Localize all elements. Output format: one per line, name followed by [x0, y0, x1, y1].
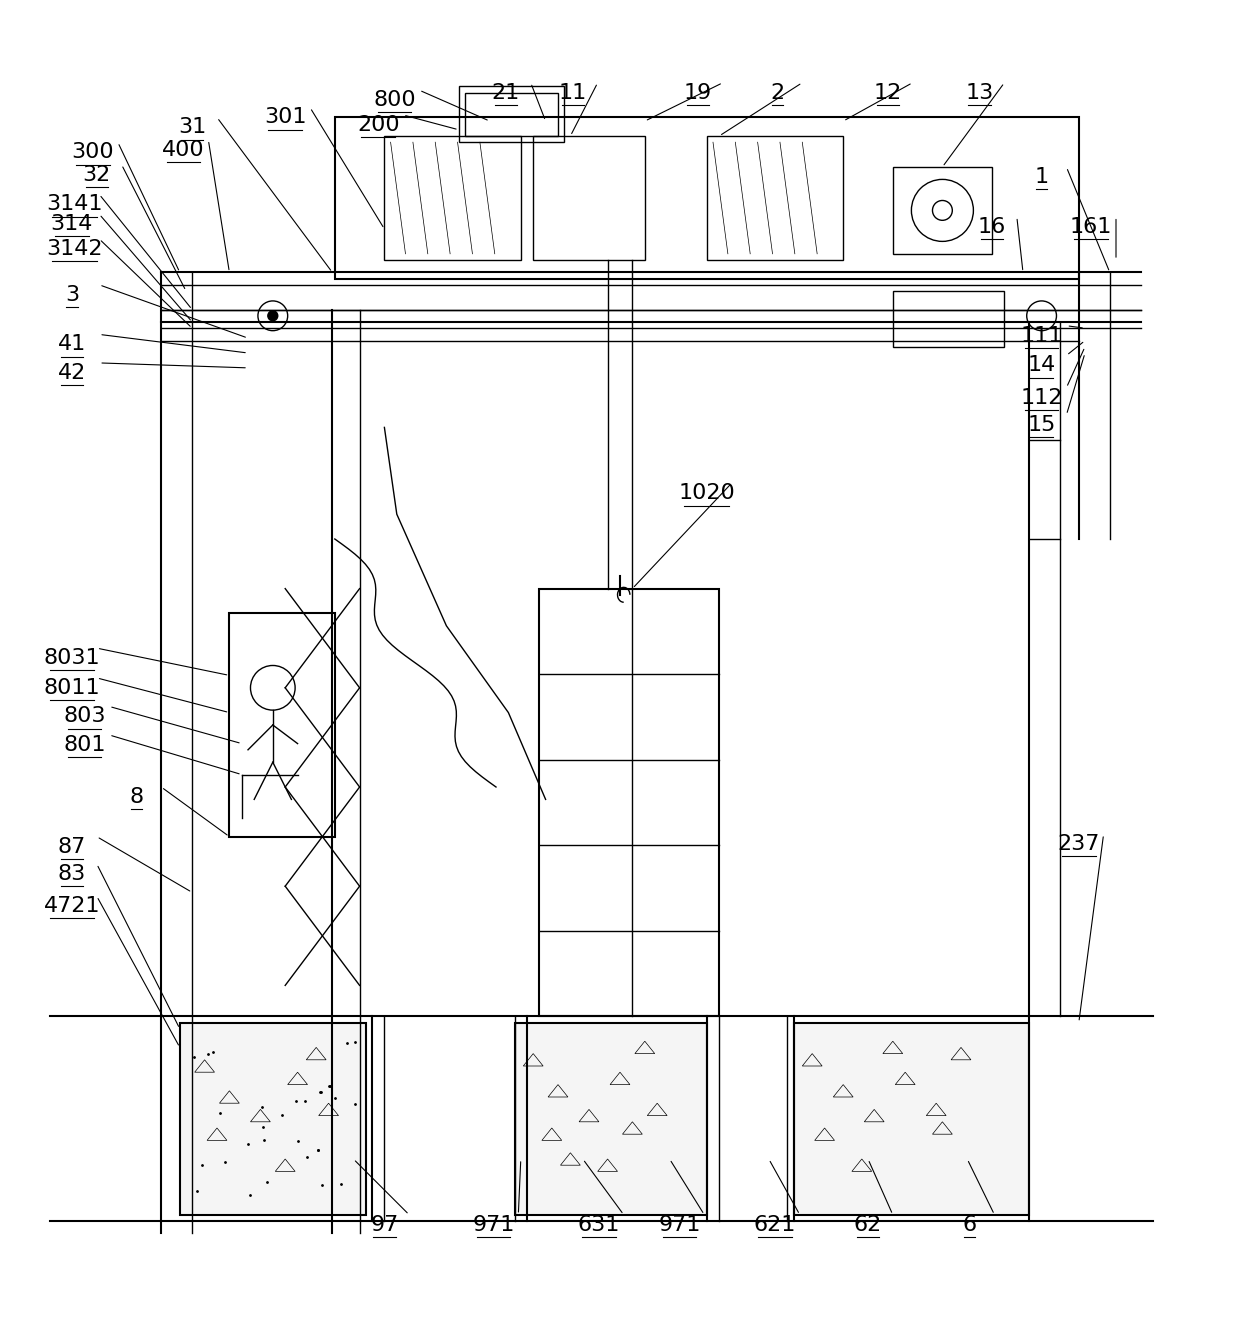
Text: 801: 801: [63, 735, 105, 754]
Text: 11: 11: [559, 82, 587, 102]
Text: 111: 111: [1021, 326, 1063, 346]
Text: 3141: 3141: [46, 195, 103, 215]
Text: 32: 32: [83, 164, 110, 184]
Text: 971: 971: [472, 1215, 515, 1235]
Bar: [707, 137, 843, 260]
Bar: [465, 93, 558, 137]
Text: 300: 300: [72, 142, 114, 162]
Text: 314: 314: [51, 213, 93, 235]
Bar: [180, 1022, 366, 1215]
Bar: [533, 137, 645, 260]
Text: 631: 631: [578, 1215, 620, 1235]
Text: 621: 621: [754, 1215, 796, 1235]
Text: 21: 21: [492, 82, 520, 102]
Text: 800: 800: [373, 90, 415, 110]
Text: 8: 8: [129, 788, 144, 808]
Text: 8031: 8031: [43, 648, 100, 668]
Text: 4721: 4721: [43, 896, 100, 916]
Text: 237: 237: [1058, 834, 1100, 854]
Text: 42: 42: [58, 363, 86, 383]
Text: 3: 3: [64, 285, 79, 305]
Bar: [794, 1022, 1029, 1215]
Text: 19: 19: [684, 82, 712, 102]
Bar: [893, 290, 1004, 347]
Text: 97: 97: [371, 1215, 398, 1235]
Text: 1: 1: [1034, 167, 1049, 187]
Text: 971: 971: [658, 1215, 701, 1235]
Text: 161: 161: [1070, 216, 1112, 236]
Bar: [539, 589, 719, 1017]
Text: 13: 13: [966, 82, 993, 102]
Text: 803: 803: [63, 707, 105, 727]
Bar: [229, 614, 335, 837]
Text: 15: 15: [1028, 415, 1055, 435]
Text: 14: 14: [1028, 355, 1055, 375]
Text: 400: 400: [162, 139, 205, 159]
Text: 112: 112: [1021, 387, 1063, 407]
Text: 83: 83: [58, 863, 86, 884]
Text: 3142: 3142: [46, 239, 103, 259]
Bar: [335, 118, 1079, 278]
Circle shape: [268, 310, 278, 321]
Text: 31: 31: [179, 118, 206, 138]
Text: 62: 62: [854, 1215, 882, 1235]
Bar: [459, 86, 564, 142]
Bar: [384, 137, 521, 260]
Text: 16: 16: [978, 216, 1006, 236]
Text: 87: 87: [58, 837, 86, 857]
Text: 2: 2: [770, 82, 785, 102]
Text: 301: 301: [264, 107, 306, 127]
Bar: [515, 1022, 707, 1215]
Text: 12: 12: [874, 82, 901, 102]
Bar: [893, 167, 992, 253]
Text: 1020: 1020: [678, 483, 735, 503]
Text: 8011: 8011: [43, 678, 100, 697]
Text: 6: 6: [962, 1215, 977, 1235]
Text: 200: 200: [357, 115, 399, 135]
Text: 41: 41: [58, 334, 86, 354]
